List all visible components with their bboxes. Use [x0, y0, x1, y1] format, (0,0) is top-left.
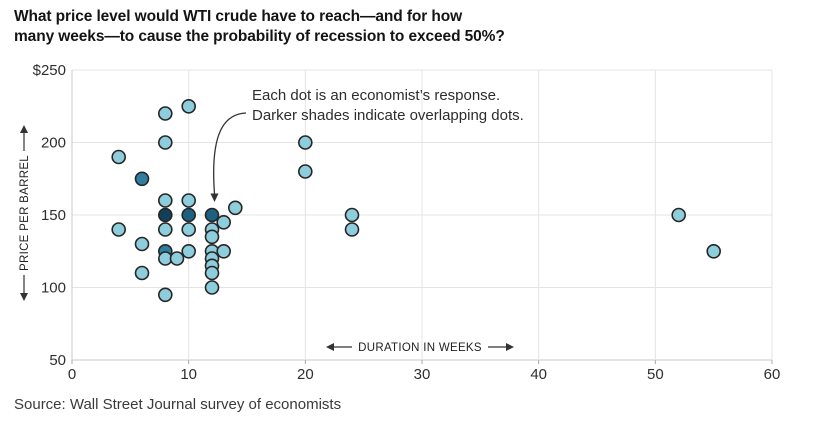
data-point [158, 193, 173, 208]
chart-title-line1: What price level would WTI crude have to… [14, 8, 463, 25]
y-axis-up-arrow-head-icon [20, 125, 28, 133]
y-tick-label: 200 [41, 135, 66, 152]
y-axis-down-arrow-head-icon [20, 293, 28, 301]
data-point [344, 207, 360, 223]
y-tick-label: 100 [41, 280, 66, 297]
data-point [204, 207, 220, 223]
y-tick-label: $250 [33, 62, 66, 79]
y-axis-label-group: PRICE PER BARREL [19, 125, 31, 301]
data-point [158, 287, 173, 303]
data-point [181, 222, 196, 237]
data-point [181, 207, 196, 223]
data-point [111, 149, 126, 165]
data-point [204, 265, 220, 281]
x-tick-label: 50 [647, 366, 664, 383]
data-point [181, 193, 196, 208]
x-tick-label: 20 [297, 366, 314, 383]
data-point [111, 222, 126, 237]
y-tick-label: 150 [41, 207, 66, 224]
data-point [204, 229, 220, 245]
x-tick-label: 10 [180, 366, 197, 383]
annotation-line1: Each dot is an economist’s response. [252, 87, 501, 104]
y-tick-label: 50 [49, 352, 66, 369]
data-point [181, 244, 196, 259]
x-axis-right-arrowhead-icon [506, 343, 514, 351]
x-tick-label: 40 [530, 366, 547, 383]
x-tick-label: 0 [68, 366, 76, 383]
x-axis-label: DURATION IN WEEKS [358, 342, 482, 354]
data-point [297, 135, 313, 150]
data-point [181, 99, 196, 114]
data-point [158, 106, 173, 121]
data-point [216, 244, 231, 259]
y-axis-label: PRICE PER BARREL [19, 155, 31, 271]
data-point [158, 207, 173, 223]
data-point [228, 200, 243, 216]
x-tick-label: 30 [414, 366, 431, 383]
annotation-line2: Darker shades indicate overlapping dots. [252, 107, 524, 124]
data-point [216, 215, 231, 230]
data-point [297, 164, 313, 179]
data-point [134, 236, 150, 252]
source-note: Source: Wall Street Journal survey of ec… [14, 396, 342, 413]
data-point [671, 207, 687, 223]
data-point [204, 280, 220, 295]
data-point [344, 222, 360, 237]
data-point [158, 222, 173, 237]
data-point [169, 251, 185, 266]
data-point [706, 244, 722, 259]
x-tick-label: 60 [764, 366, 781, 383]
annotation-arrow [213, 112, 247, 195]
chart-title: What price level would WTI crude have to… [14, 7, 505, 47]
data-point [134, 265, 150, 281]
annotation-callout: Each dot is an economist’s response. Dar… [252, 86, 524, 126]
data-point [158, 135, 173, 150]
data-point [134, 171, 150, 187]
chart-title-line2: many weeks—to cause the probability of r… [14, 28, 505, 45]
annotation-arrowhead-icon [210, 193, 219, 202]
x-axis-left-arrowhead-icon [326, 343, 334, 351]
